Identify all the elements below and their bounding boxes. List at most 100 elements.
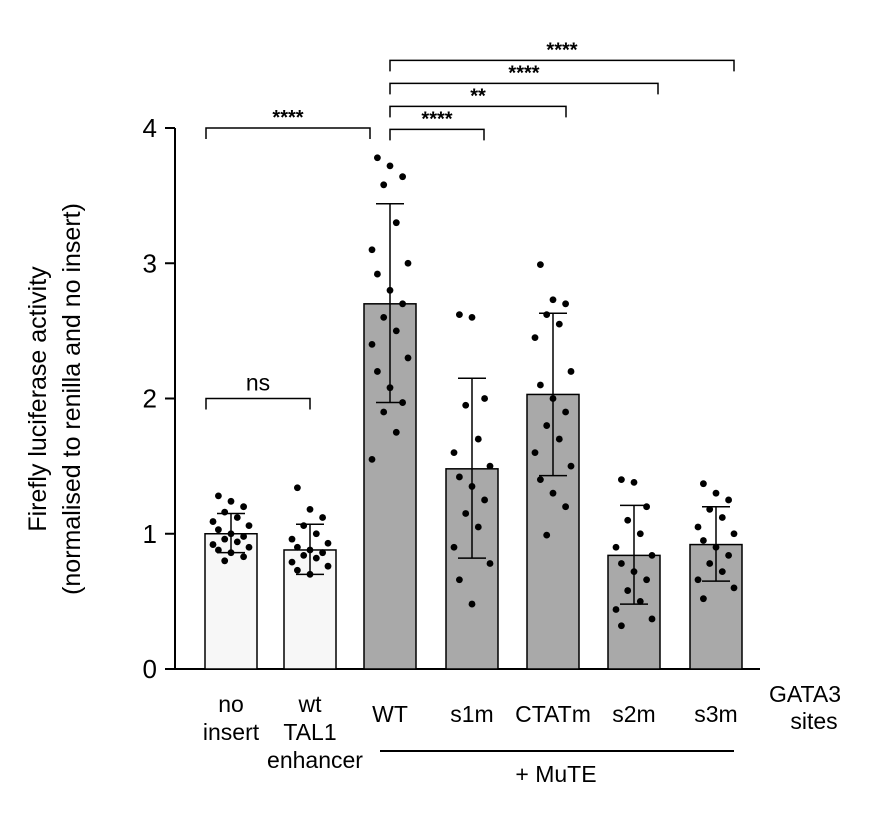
data-point	[227, 530, 235, 538]
data-point	[294, 566, 301, 574]
data-point	[392, 327, 400, 335]
y-tick-label: 0	[143, 654, 157, 684]
significance-label: **	[470, 85, 486, 107]
y-tick-label: 1	[143, 519, 157, 549]
data-point	[294, 484, 301, 492]
data-point	[543, 531, 551, 539]
data-point	[725, 496, 732, 504]
data-point	[549, 395, 557, 402]
data-point	[312, 530, 320, 538]
data-point	[456, 473, 463, 481]
data-point	[468, 313, 476, 321]
category-label-line: s1m	[450, 701, 493, 727]
y-tick-label: 4	[143, 113, 157, 143]
data-point	[233, 538, 241, 546]
data-point	[567, 368, 575, 375]
data-point	[648, 615, 656, 623]
data-point	[700, 480, 707, 488]
data-point	[386, 162, 394, 170]
y-axis-label-line1: Firefly luciferase activity	[24, 266, 52, 532]
bars	[204, 303, 743, 670]
category-label-line: wt	[298, 691, 323, 717]
data-point	[380, 313, 388, 321]
data-point	[233, 514, 241, 521]
category-label: CTATm	[515, 701, 591, 727]
significance-bracket: ****	[389, 62, 659, 95]
data-point	[288, 558, 296, 566]
side-label-line1: GATA3	[769, 681, 841, 707]
data-point	[630, 568, 638, 576]
bracket-line	[389, 82, 659, 95]
data-point	[215, 526, 222, 534]
data-point	[468, 600, 476, 608]
data-point	[562, 300, 569, 308]
data-point	[221, 508, 229, 516]
category-label: wt TAL1 enhancer	[267, 691, 363, 773]
data-point	[624, 516, 632, 524]
data-point	[404, 259, 412, 267]
data-point	[537, 381, 544, 389]
data-point	[404, 354, 412, 362]
data-point	[209, 518, 217, 525]
category-label-line: WT	[372, 701, 408, 727]
data-point	[306, 506, 314, 513]
data-point	[618, 560, 625, 567]
data-point	[306, 546, 314, 554]
data-point	[306, 570, 314, 578]
data-point	[374, 368, 381, 375]
data-point	[450, 449, 458, 456]
category-label-line: TAL1	[283, 719, 336, 745]
significance-brackets: ns**** **************	[205, 39, 735, 410]
data-point	[549, 489, 557, 497]
gata3-sites-label: GATA3 sites	[769, 681, 841, 734]
data-point	[399, 399, 406, 406]
category-label-line: s3m	[694, 701, 737, 727]
data-point	[555, 320, 563, 328]
category-label-line: CTATm	[515, 701, 591, 727]
data-point	[227, 549, 235, 557]
data-point	[240, 553, 248, 561]
bracket-line	[205, 127, 371, 139]
data-point	[456, 311, 463, 319]
data-point	[612, 543, 620, 551]
y-tick-label: 2	[143, 384, 157, 414]
data-point	[399, 300, 406, 308]
data-point	[555, 435, 563, 443]
data-point	[712, 543, 720, 551]
category-label: s1m	[450, 701, 493, 727]
data-point	[531, 449, 539, 456]
data-point	[694, 576, 702, 584]
data-point	[319, 514, 326, 521]
significance-label: ****	[508, 62, 539, 84]
data-point	[462, 510, 470, 517]
category-label-line: insert	[203, 719, 260, 745]
data-point	[618, 476, 625, 484]
data-point	[380, 181, 388, 189]
data-point	[543, 422, 551, 429]
bracket-line	[205, 397, 311, 410]
data-point	[700, 595, 707, 603]
data-point	[368, 246, 376, 254]
data-point	[215, 492, 222, 500]
data-point	[300, 551, 308, 559]
data-point	[221, 535, 229, 543]
data-point	[312, 554, 320, 562]
significance-label: ns	[246, 370, 270, 396]
data-point	[537, 261, 544, 269]
data-point	[718, 514, 726, 521]
data-point	[386, 286, 394, 294]
data-point	[725, 551, 732, 559]
significance-label: ****	[546, 39, 577, 61]
data-point	[531, 334, 539, 342]
axes: 0 1 2 3 4	[143, 113, 760, 684]
data-point	[567, 462, 575, 470]
data-point	[706, 560, 714, 567]
data-point	[730, 584, 738, 592]
y-tick-label: 3	[143, 248, 157, 278]
data-point	[486, 560, 494, 567]
data-point	[288, 535, 296, 543]
data-point	[324, 562, 332, 570]
category-label-line: enhancer	[267, 747, 363, 773]
